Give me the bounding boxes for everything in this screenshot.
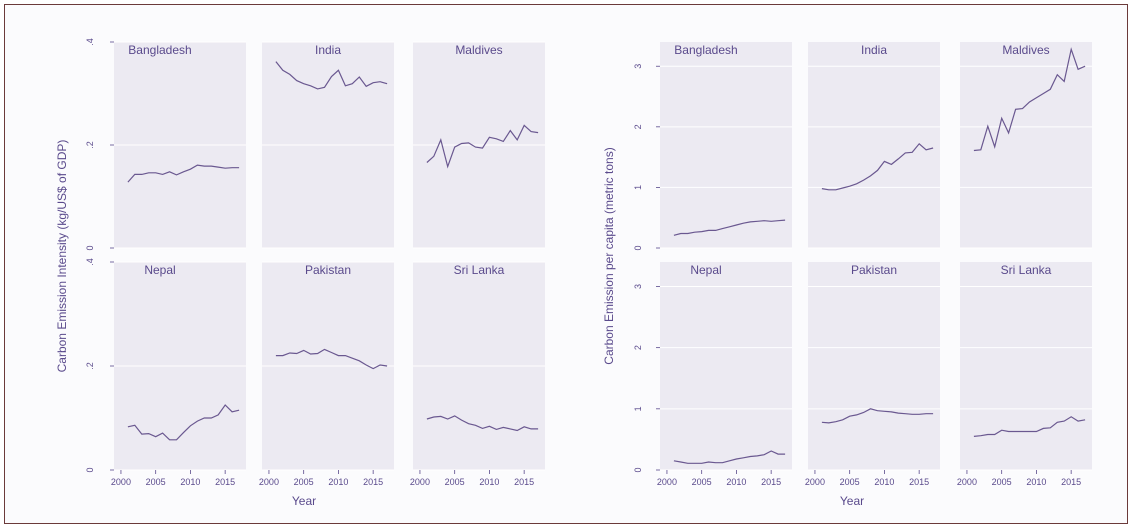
x-tick-label: 2000 — [111, 477, 131, 487]
x-tick-label: 2015 — [761, 477, 781, 487]
y-tick-label: 0 — [633, 245, 643, 250]
panel-background — [960, 42, 1092, 248]
x-tick-label: 2005 — [445, 477, 465, 487]
series-line-bangladesh — [673, 219, 786, 236]
x-tick-label: 2015 — [1061, 477, 1081, 487]
panel-background — [660, 262, 792, 470]
panel-title: Maldives — [1002, 43, 1049, 57]
panel-title: Nepal — [690, 263, 721, 277]
x-tick-label: 2000 — [410, 477, 430, 487]
y-tick-label: .4 — [85, 38, 95, 46]
x-tick-label: 2010 — [328, 477, 348, 487]
x-tick-label: 2010 — [1026, 477, 1046, 487]
panel-background — [808, 262, 940, 470]
y-tick-label: 0 — [633, 467, 643, 472]
y-tick-label: 0 — [85, 467, 95, 472]
series-line-nepal — [673, 450, 786, 464]
x-tick-label: 2005 — [992, 477, 1012, 487]
panel-title: Bangladesh — [674, 43, 737, 57]
x-tick-label: 2000 — [805, 477, 825, 487]
panel-title: Pakistan — [851, 263, 897, 277]
panel-background — [660, 42, 792, 248]
y-tick-label: 2 — [633, 124, 643, 129]
y-tick-label: 3 — [633, 284, 643, 289]
x-tick-label: 2015 — [514, 477, 534, 487]
y-tick-label: 3 — [633, 64, 643, 69]
series-line-sri-lanka — [973, 416, 1086, 437]
series-line-bangladesh — [127, 164, 240, 183]
x-tick-label: 2005 — [692, 477, 712, 487]
x-tick-label: 2000 — [957, 477, 977, 487]
y-tick-label: .2 — [85, 362, 95, 370]
x-tick-label: 2000 — [657, 477, 677, 487]
x-tick-label: 2010 — [874, 477, 894, 487]
x-tick-label: 2010 — [726, 477, 746, 487]
series-line-india — [821, 142, 934, 191]
x-tick-label: 2010 — [180, 477, 200, 487]
x-tick-label: 2015 — [363, 477, 383, 487]
x-tick-label: 2015 — [215, 477, 235, 487]
y-tick-label: 1 — [633, 185, 643, 190]
series-line-pakistan — [821, 408, 934, 424]
x-tick-label: 2005 — [146, 477, 166, 487]
series-line-maldives — [426, 124, 539, 169]
y-tick-label: 2 — [633, 345, 643, 350]
panel-title: Nepal — [144, 263, 175, 277]
series-line-nepal — [127, 404, 240, 441]
panel-title: Sri Lanka — [1001, 263, 1052, 277]
x-axis-label: Year — [292, 494, 316, 508]
y-tick-label: 0 — [85, 245, 95, 250]
y-axis-label: Carbon Emission Intensity (kg/US$ of GDP… — [55, 140, 69, 373]
x-tick-label: 2005 — [294, 477, 314, 487]
x-axis-label: Year — [840, 494, 864, 508]
panel-title: India — [861, 43, 887, 57]
y-axis-label: Carbon Emission per capita (metric tons) — [602, 147, 616, 364]
y-tick-label: .4 — [85, 258, 95, 266]
x-tick-label: 2010 — [479, 477, 499, 487]
series-line-india — [275, 61, 388, 90]
panel-background — [960, 262, 1092, 470]
series-line-maldives — [973, 47, 1086, 152]
x-tick-label: 2015 — [909, 477, 929, 487]
series-line-pakistan — [275, 348, 388, 370]
panel-title: Bangladesh — [128, 43, 191, 57]
series-line-sri-lanka — [426, 415, 539, 432]
y-tick-label: 1 — [633, 406, 643, 411]
panel-title: Pakistan — [305, 263, 351, 277]
panel-title: Maldives — [455, 43, 502, 57]
panel-title: India — [315, 43, 341, 57]
y-tick-label: .2 — [85, 141, 95, 149]
x-tick-label: 2000 — [259, 477, 279, 487]
x-tick-label: 2005 — [840, 477, 860, 487]
panel-title: Sri Lanka — [454, 263, 505, 277]
